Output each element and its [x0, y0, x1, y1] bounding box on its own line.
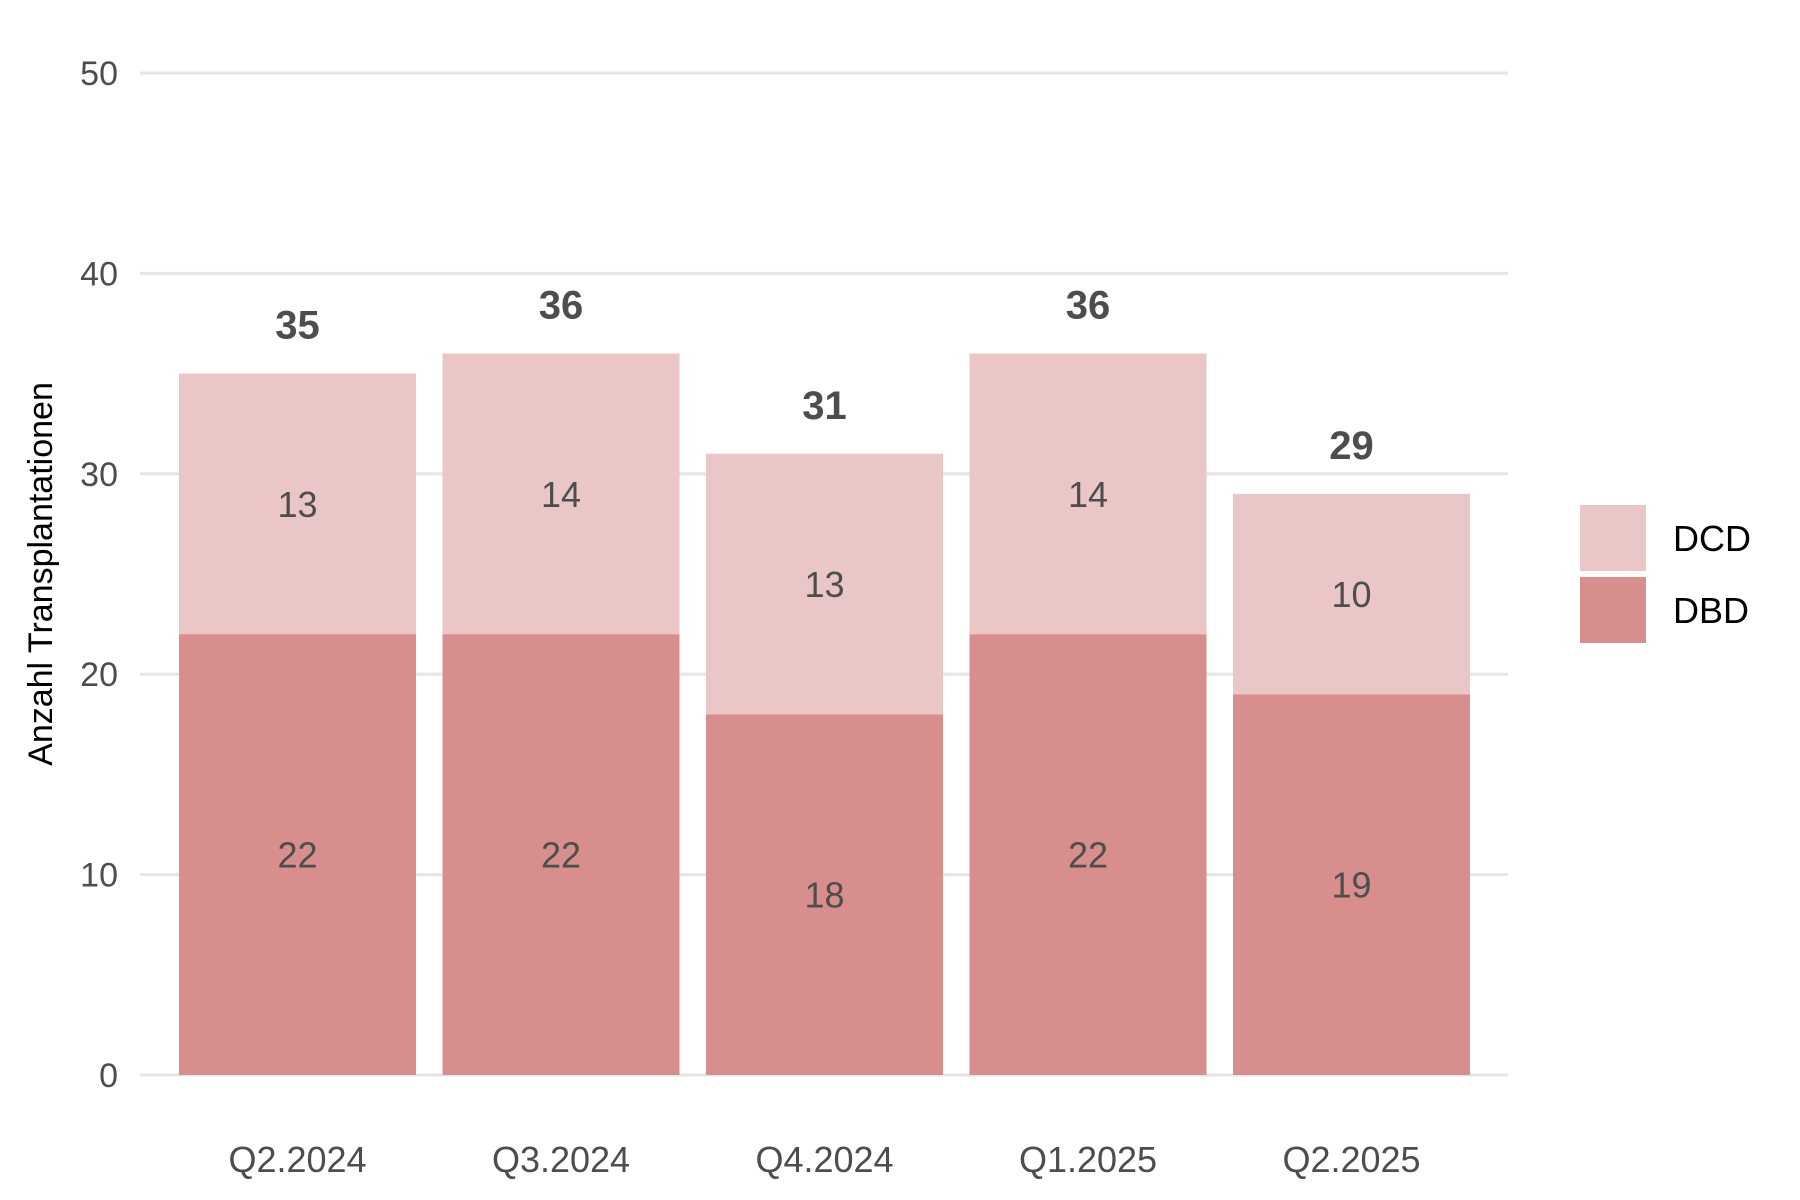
- y-tick-label: 0: [99, 1057, 118, 1095]
- data-labels: 22 13 35 22 14 36 18 13 31 22 14 36 19 10 29: [275, 284, 1374, 916]
- legend-label-dcd: DCD: [1673, 518, 1751, 559]
- bar-dcd: [706, 453, 943, 715]
- bar-dbd: [706, 714, 943, 1075]
- bar-dcd: [969, 353, 1207, 635]
- total-label: 36: [539, 284, 584, 328]
- y-tick-label: 30: [80, 456, 118, 494]
- y-tick-label: 40: [80, 255, 118, 293]
- y-tick-label: 10: [80, 857, 118, 895]
- data-label-dcd: 13: [804, 564, 844, 605]
- total-label: 35: [275, 304, 320, 348]
- legend-key-dcd: [1580, 505, 1646, 571]
- x-tick-label: Q4.2024: [755, 1139, 893, 1180]
- data-label-dcd: 10: [1331, 574, 1371, 615]
- y-axis-title: Anzahl Transplantationen: [22, 382, 60, 766]
- total-label: 31: [802, 384, 847, 428]
- data-label-dbd: 22: [277, 835, 317, 876]
- data-label-dbd: 22: [541, 835, 581, 876]
- legend: DCD DBD: [1580, 505, 1751, 643]
- total-label: 29: [1329, 424, 1374, 468]
- data-label-dbd: 22: [1068, 835, 1108, 876]
- bar-dcd: [1233, 493, 1470, 695]
- bar-dbd: [1233, 694, 1470, 1075]
- y-axis-ticks: 0 10 20 30 40 50: [80, 55, 118, 1095]
- bar-dbd: [969, 634, 1207, 1075]
- x-tick-label: Q3.2024: [492, 1139, 630, 1180]
- x-tick-label: Q2.2024: [228, 1139, 366, 1180]
- x-tick-label: Q1.2025: [1019, 1139, 1157, 1180]
- x-tick-label: Q2.2025: [1282, 1139, 1420, 1180]
- x-axis-ticks: Q2.2024 Q3.2024 Q4.2024 Q1.2025 Q2.2025: [228, 1139, 1420, 1180]
- legend-key-dbd: [1580, 577, 1646, 643]
- total-label: 36: [1066, 284, 1111, 328]
- bar-dbd: [442, 634, 680, 1075]
- y-tick-label: 50: [80, 55, 118, 93]
- bar-dbd: [179, 634, 416, 1075]
- data-label-dcd: 13: [277, 484, 317, 525]
- y-tick-label: 20: [80, 656, 118, 694]
- bar-dcd: [179, 373, 416, 635]
- data-label-dcd: 14: [1068, 474, 1108, 515]
- bar-dcd: [442, 353, 680, 635]
- data-label-dbd: 19: [1331, 865, 1371, 906]
- legend-label-dbd: DBD: [1673, 590, 1749, 631]
- data-label-dbd: 18: [804, 875, 844, 916]
- bars: [179, 353, 1470, 1075]
- data-label-dcd: 14: [541, 474, 581, 515]
